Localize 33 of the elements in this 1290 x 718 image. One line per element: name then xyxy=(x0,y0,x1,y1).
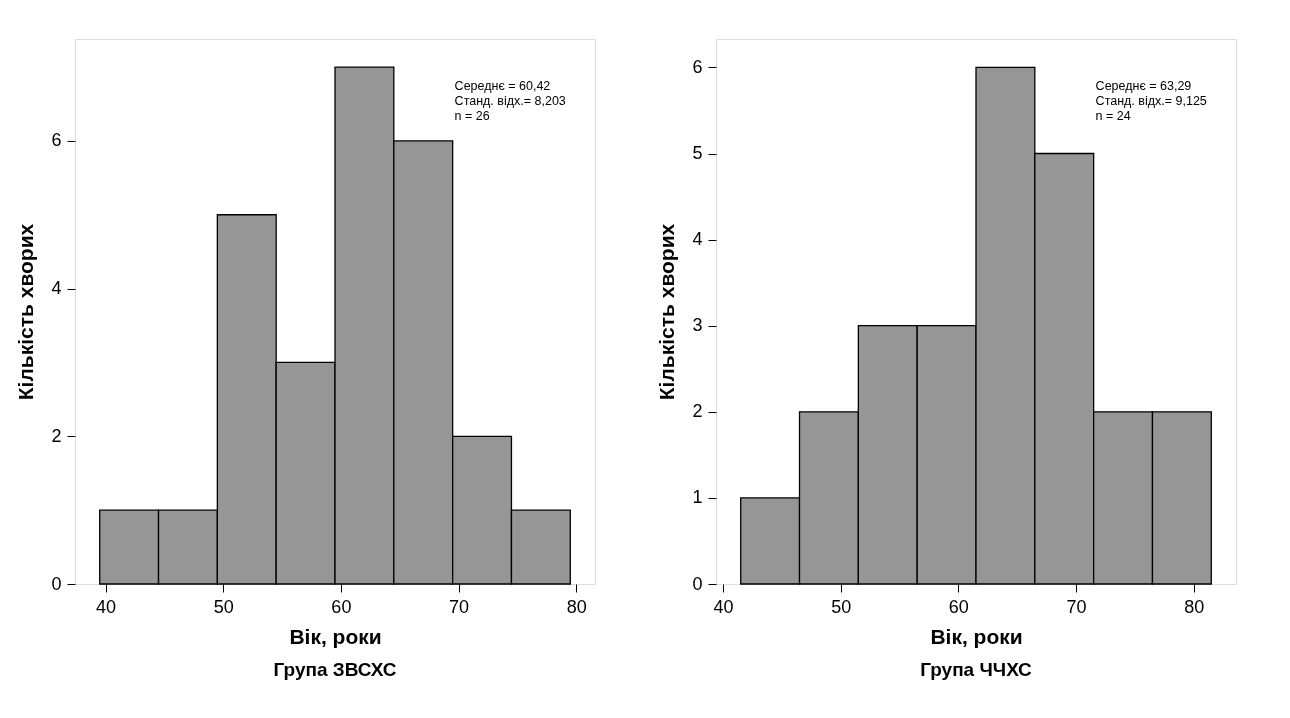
annotation: Станд. відх.= 9,125 xyxy=(1095,93,1207,108)
x-tick-label: 80 xyxy=(566,596,587,617)
y-tick-label: 6 xyxy=(692,56,703,77)
x-tick-label: 50 xyxy=(213,596,234,617)
x-tick-label: 40 xyxy=(96,596,117,617)
x-tick-label: 40 xyxy=(713,596,734,617)
y-tick-label: 4 xyxy=(692,229,703,250)
y-axis-title: Кількість хворих xyxy=(655,223,679,401)
text: Група ЧЧХС xyxy=(920,659,1033,680)
y-tick-label: 4 xyxy=(51,278,62,299)
annotation: n = 26 xyxy=(454,108,490,123)
x-axis-title: Вік, роки xyxy=(930,624,1023,648)
annotation: n = 24 xyxy=(1095,108,1131,123)
y-tick-label: 0 xyxy=(51,573,62,594)
x-tick-label: 50 xyxy=(831,596,852,617)
annotation: Станд. відх.= 8,203 xyxy=(454,93,566,108)
x-axis-title: Вік, роки xyxy=(289,624,382,648)
x-tick-label: 70 xyxy=(449,596,470,617)
x-tick-label: 60 xyxy=(331,596,352,617)
y-tick-label: 2 xyxy=(51,425,62,446)
text: Група ЗВСХС xyxy=(273,659,397,680)
x-tick-label: 60 xyxy=(948,596,969,617)
y-tick-label: 5 xyxy=(692,143,703,164)
y-tick-label: 6 xyxy=(51,130,62,151)
annotation: Середнє = 63,29 xyxy=(1095,78,1192,93)
x-tick-label: 70 xyxy=(1066,596,1087,617)
x-tick-label: 80 xyxy=(1184,596,1205,617)
y-tick-label: 3 xyxy=(692,315,703,336)
y-axis-title: Кількість хворих xyxy=(14,223,38,401)
annotation: Середнє = 60,42 xyxy=(454,78,551,93)
y-tick-label: 1 xyxy=(692,487,703,508)
y-tick-label: 2 xyxy=(692,401,703,422)
y-tick-label: 0 xyxy=(692,573,703,594)
